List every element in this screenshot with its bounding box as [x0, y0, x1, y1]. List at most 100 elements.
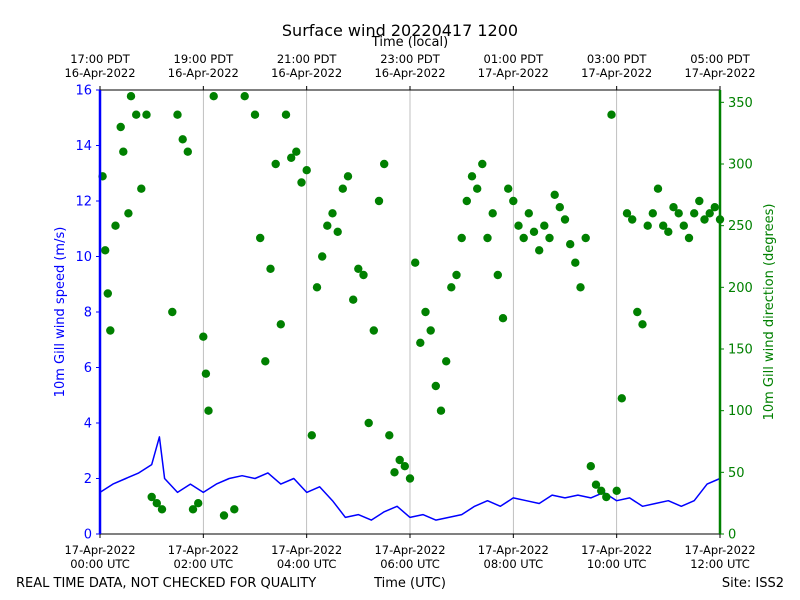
left-tick-label: 6	[84, 361, 92, 376]
top-tick-date: 17-Apr-2022	[478, 66, 549, 80]
right-axis-label: 10m Gill wind direction (degrees)	[762, 204, 777, 421]
wind-direction-point	[535, 246, 544, 255]
top-tick-time: 17:00 PDT	[70, 52, 131, 66]
bottom-tick-time: 02:00 UTC	[174, 557, 234, 571]
left-tick-label: 10	[75, 250, 92, 265]
wind-direction-point	[142, 110, 151, 119]
wind-direction-point	[343, 172, 353, 181]
wind-direction-point	[679, 221, 688, 230]
bottom-tick-date: 17-Apr-2022	[168, 543, 239, 557]
wind-direction-point	[555, 203, 564, 212]
bottom-tick-time: 10:00 UTC	[587, 557, 647, 571]
wind-direction-point	[364, 418, 373, 428]
top-tick-time: 21:00 PDT	[277, 52, 338, 66]
wind-direction-point	[157, 505, 167, 514]
wind-direction-point	[385, 431, 394, 440]
wind-direction-point	[411, 258, 420, 267]
top-tick-time: 19:00 PDT	[174, 52, 235, 66]
wind-direction-point	[168, 307, 177, 317]
wind-direction-point	[380, 159, 389, 169]
wind-direction-point	[103, 289, 113, 298]
left-tick-label: 14	[75, 139, 92, 154]
top-tick-date: 16-Apr-2022	[168, 66, 239, 80]
wind-direction-point	[473, 184, 482, 193]
bottom-tick-date: 17-Apr-2022	[684, 543, 755, 557]
bottom-tick-date: 17-Apr-2022	[64, 543, 135, 557]
top-tick-time: 05:00 PDT	[690, 52, 751, 66]
wind-direction-point	[395, 455, 404, 465]
bottom-tick-date: 17-Apr-2022	[478, 543, 549, 557]
wind-direction-point	[498, 314, 508, 323]
top-tick-time: 01:00 PDT	[484, 52, 545, 66]
wind-direction-point	[442, 357, 451, 366]
wind-direction-point	[307, 431, 316, 440]
quality-disclaimer: REAL TIME DATA, NOT CHECKED FOR QUALITY	[16, 576, 317, 591]
top-tick-time: 23:00 PDT	[380, 52, 441, 66]
wind-direction-point	[426, 326, 435, 335]
wind-direction-point	[509, 196, 518, 206]
wind-direction-point	[126, 92, 136, 101]
wind-direction-point	[467, 172, 477, 181]
bottom-tick-time: 04:00 UTC	[277, 557, 337, 571]
wind-direction-point	[318, 252, 327, 261]
wind-direction-point	[529, 227, 539, 236]
wind-direction-point	[700, 215, 709, 224]
right-tick-label: 150	[728, 343, 753, 358]
wind-direction-point	[628, 215, 637, 224]
wind-direction-point	[333, 227, 342, 236]
wind-direction-point	[349, 295, 358, 304]
wind-direction-point	[710, 203, 719, 212]
wind-direction-point	[312, 283, 322, 292]
wind-direction-point	[199, 332, 208, 341]
wind-direction-point	[607, 110, 616, 119]
wind-direction-point	[622, 209, 632, 218]
top-tick-date: 16-Apr-2022	[374, 66, 445, 80]
wind-direction-point	[297, 178, 306, 187]
left-axis-label: 10m Gill wind speed (m/s)	[53, 227, 68, 398]
wind-direction-point	[173, 110, 182, 119]
wind-direction-point	[571, 258, 580, 267]
wind-direction-point	[124, 209, 133, 218]
wind-direction-point	[560, 215, 570, 224]
bottom-tick-date: 17-Apr-2022	[581, 543, 652, 557]
bottom-tick-time: 08:00 UTC	[484, 557, 544, 571]
wind-direction-point	[116, 122, 125, 132]
wind-direction-point	[457, 233, 466, 243]
wind-direction-point	[209, 92, 218, 101]
wind-direction-point	[648, 209, 657, 218]
wind-direction-point	[374, 196, 384, 206]
left-tick-label: 16	[75, 84, 92, 99]
wind-direction-point	[369, 326, 378, 335]
wind-direction-point	[178, 135, 187, 144]
wind-direction-point	[690, 209, 699, 218]
wind-direction-point	[101, 246, 110, 255]
bottom-tick-time: 00:00 UTC	[70, 557, 130, 571]
left-tick-label: 0	[84, 528, 92, 543]
top-tick-date: 16-Apr-2022	[64, 66, 135, 80]
wind-direction-point	[669, 203, 678, 212]
top-axis-label: Time (local)	[371, 35, 449, 50]
wind-direction-point	[674, 209, 683, 218]
wind-direction-point	[271, 159, 280, 169]
wind-direction-point	[617, 394, 626, 403]
wind-direction-point	[638, 320, 647, 329]
bottom-tick-date: 17-Apr-2022	[271, 543, 342, 557]
wind-direction-point	[261, 357, 270, 366]
wind-direction-point	[287, 153, 296, 162]
wind-direction-point	[478, 159, 487, 169]
wind-direction-point	[111, 221, 120, 230]
wind-direction-point	[643, 221, 652, 230]
wind-direction-point	[183, 147, 192, 156]
bottom-tick-time: 12:00 UTC	[690, 557, 750, 571]
wind-direction-point	[354, 264, 363, 273]
wind-direction-point	[447, 283, 456, 292]
wind-direction-point	[540, 221, 549, 230]
wind-direction-point	[612, 486, 621, 495]
wind-direction-point	[436, 406, 446, 415]
wind-speed-line	[99, 436, 721, 521]
wind-direction-point	[452, 270, 461, 280]
top-tick-date: 17-Apr-2022	[581, 66, 652, 80]
wind-direction-point	[188, 505, 198, 514]
wind-direction-point	[201, 369, 211, 378]
